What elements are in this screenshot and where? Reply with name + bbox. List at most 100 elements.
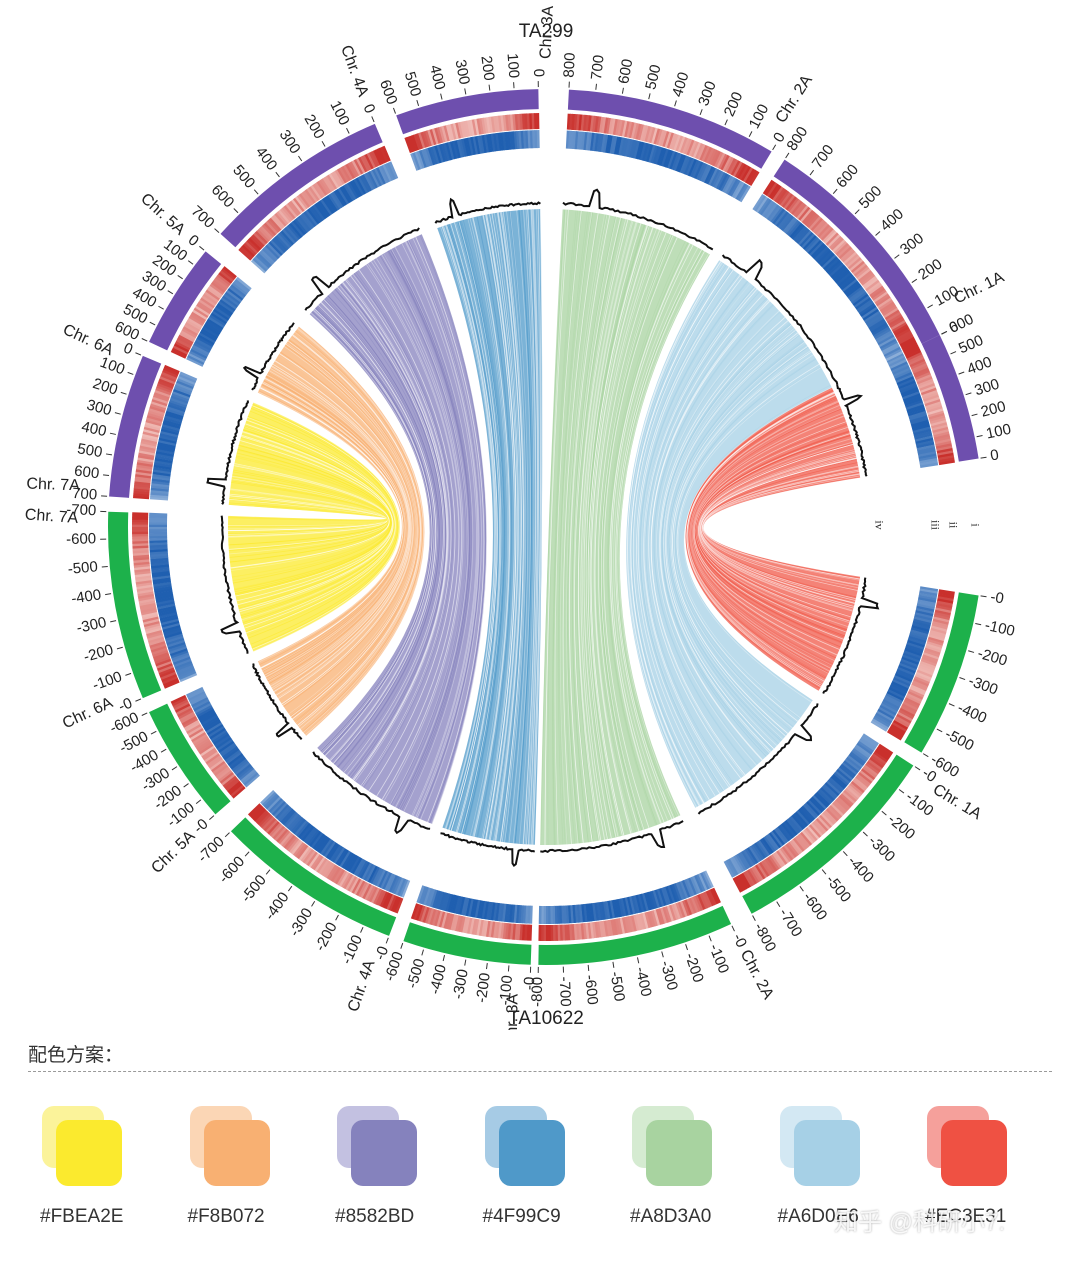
- axis-tick-label: 200: [91, 375, 120, 399]
- axis-tick-line: [898, 789, 905, 794]
- ideogram-top-chr5a: [220, 123, 383, 248]
- ideogram-bottom-chr4a: [403, 922, 532, 965]
- axis-tick-line: [311, 901, 316, 907]
- heatmap-bottom-chr6a: [170, 686, 260, 799]
- density-track-bottom-chr1a: [822, 577, 880, 694]
- axis-tick-line: [265, 869, 271, 875]
- axis-tick-label: -400: [261, 889, 292, 923]
- link-bundle-chr6a: [257, 326, 425, 736]
- density-track-top-chr5a: [304, 227, 420, 311]
- axis-tick-label: -800: [529, 977, 547, 1007]
- swatch-solid-square: [793, 1120, 860, 1186]
- axis-tick-line: [167, 290, 174, 295]
- axis-tick-label: -200: [884, 811, 918, 843]
- axis-tick-line: [101, 565, 108, 568]
- axis-tick-label: -0: [190, 815, 211, 837]
- axis-tick-label: 0: [360, 102, 379, 116]
- ideogram-top-chr2a: [773, 159, 940, 344]
- axis-tick-line: [127, 371, 134, 375]
- ideogram-top-chr4a: [396, 89, 539, 135]
- axis-tick-line: [648, 93, 651, 100]
- ideogram-bottom-chr3a: [538, 905, 732, 965]
- chromosome-label-top-chr5a: Chr. 5A: [137, 190, 188, 239]
- genome-bottom-title: TA10622: [508, 1008, 584, 1029]
- axis-tick-line: [209, 815, 215, 820]
- axis-tick-line: [776, 901, 781, 908]
- density-track-bottom-chr2a: [697, 703, 819, 815]
- axis-tick-line: [894, 254, 900, 259]
- axis-tick-label: 100: [985, 421, 1013, 443]
- axis-tick-label: 600: [615, 58, 636, 86]
- axis-tick-line: [110, 620, 117, 623]
- axis-tick-label: 100: [326, 98, 352, 128]
- axis-tick-label: 600: [73, 462, 100, 482]
- link-bundle-chr7a: [227, 402, 400, 652]
- heatmap-bottom-chr4a: [410, 885, 533, 941]
- track-label-ii: ii: [946, 522, 960, 529]
- axis-tick-label: 400: [669, 70, 693, 99]
- color-swatch: #FBEA2E: [40, 1100, 162, 1230]
- axis-tick-line: [941, 331, 948, 335]
- axis-tick-line: [416, 99, 420, 106]
- axis-tick-line: [958, 371, 965, 375]
- axis-tick-line: [809, 169, 815, 176]
- color-swatches: #FBEA2E #F8B072 #8582BD #4F99C9 #A8D3A0 #A6D0…: [0, 1100, 1080, 1240]
- track-label-iii: iii: [928, 520, 942, 531]
- axis-tick-label: 500: [956, 332, 986, 357]
- chromosome-label-bottom-chr6a: Chr. 6A: [60, 694, 116, 732]
- axis-tick-line: [253, 189, 259, 195]
- density-track-top-chr4a: [434, 197, 541, 224]
- axis-tick-label: -500: [238, 872, 270, 906]
- heatmap-top-chr7a: [133, 364, 198, 501]
- axis-tick-label: -300: [286, 905, 316, 939]
- axis-tick-label: -600: [215, 853, 248, 887]
- axis-tick-line: [612, 961, 615, 968]
- axis-tick-line: [854, 209, 860, 215]
- color-swatch: #F8B072: [188, 1100, 310, 1230]
- axis-tick-line: [685, 944, 688, 951]
- axis-tick-line: [595, 83, 597, 90]
- axis-tick-label: -400: [632, 965, 655, 998]
- axis-tick-label: 100: [98, 354, 127, 379]
- axis-tick-label: -300: [75, 614, 108, 637]
- axis-tick-line: [980, 456, 987, 459]
- chromosome-label-top-chr3a: Chr. 3A: [537, 5, 557, 60]
- axis-tick-line: [105, 453, 113, 456]
- axis-tick-line: [371, 116, 375, 123]
- axis-tick-label: 100: [504, 53, 523, 79]
- axis-tick-label: 0: [185, 232, 202, 250]
- axis-tick-line: [661, 951, 664, 958]
- axis-tick-line: [507, 965, 510, 972]
- axis-tick-line: [183, 783, 189, 788]
- axis-tick-line: [832, 188, 838, 194]
- heatmap-bottom-chr1a: [870, 586, 955, 741]
- ideogram-bottom-chr2a: [742, 754, 914, 914]
- circos-diagram: TA299 TA10622 01002003004005006000100200…: [24, 5, 1016, 1030]
- axis-tick-label: 200: [721, 89, 747, 119]
- axis-tick-line: [346, 127, 350, 134]
- heatmap-bottom-chr7a: [131, 512, 198, 689]
- track-label-iv: iv: [872, 520, 886, 529]
- axis-tick-label: -500: [67, 558, 98, 578]
- axis-tick-line: [187, 260, 194, 265]
- axis-tick-line: [158, 305, 164, 310]
- swatch-hex-code: #EC3E31: [925, 1206, 1007, 1227]
- axis-tick-label: 100: [746, 101, 773, 131]
- swatch-hex-code: #FBEA2E: [40, 1206, 124, 1227]
- color-swatch: #8582BD: [335, 1100, 457, 1230]
- axis-tick-label: -200: [312, 920, 341, 954]
- axis-tick-label: -200: [681, 951, 707, 985]
- axis-tick-line: [335, 914, 339, 921]
- axis-tick-label: 400: [426, 63, 448, 91]
- density-track-bottom-chr3a: [540, 820, 684, 854]
- axis-tick-label: 300: [276, 127, 304, 157]
- chromosome-label-top-chr1a: Chr. 1A: [951, 269, 1007, 308]
- density-track-top-chr7a: [206, 400, 249, 505]
- axis-tick-label: 300: [85, 396, 114, 419]
- color-swatch: #4F99C9: [483, 1100, 605, 1230]
- axis-tick-line: [488, 84, 491, 91]
- axis-tick-label: -600: [66, 530, 96, 548]
- axis-tick-label: -600: [799, 889, 830, 923]
- ideogram-top-chr6a: [149, 251, 222, 351]
